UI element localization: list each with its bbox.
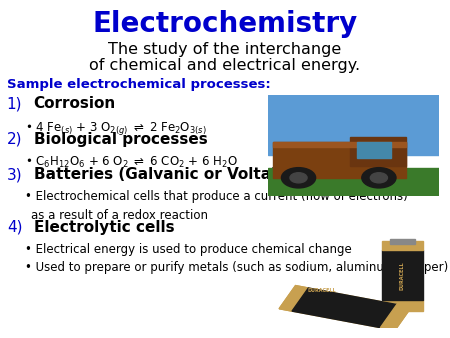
Text: • Electrochemical cells that produce a current (flow of electrons): • Electrochemical cells that produce a c… bbox=[25, 190, 408, 203]
Text: • C$_6$H$_{12}$O$_6$ + 6 O$_2$ $\rightleftharpoons$ 6 CO$_2$ + 6 H$_2$O: • C$_6$H$_{12}$O$_6$ + 6 O$_2$ $\rightle… bbox=[25, 155, 238, 170]
Text: Batteries (Galvanic or Voltaic cells): Batteries (Galvanic or Voltaic cells) bbox=[34, 167, 336, 182]
Text: Electrochemistry: Electrochemistry bbox=[92, 10, 358, 38]
Bar bbox=[273, 142, 406, 178]
Circle shape bbox=[362, 168, 396, 188]
Text: 3): 3) bbox=[7, 167, 22, 182]
Bar bbox=[380, 305, 411, 330]
Text: of chemical and electrical energy.: of chemical and electrical energy. bbox=[90, 58, 360, 73]
Bar bbox=[382, 250, 423, 300]
Text: Corrosion: Corrosion bbox=[34, 96, 116, 111]
Bar bbox=[382, 241, 423, 250]
Bar bbox=[292, 288, 397, 328]
Text: 1): 1) bbox=[7, 96, 22, 111]
Text: The study of the interchange: The study of the interchange bbox=[108, 42, 342, 57]
Text: DURACELL: DURACELL bbox=[400, 261, 405, 290]
Bar bbox=[268, 95, 439, 155]
Text: 2): 2) bbox=[7, 132, 22, 147]
Bar bbox=[279, 286, 411, 330]
Text: Electrolytic cells: Electrolytic cells bbox=[34, 220, 175, 235]
Text: • Electrical energy is used to produce chemical change: • Electrical energy is used to produce c… bbox=[25, 243, 351, 256]
Bar bbox=[273, 142, 406, 147]
Text: • 4 Fe$_{(s)}$ + 3 O$_{2(g)}$ $\rightleftharpoons$ 2 Fe$_2$O$_{3(s)}$: • 4 Fe$_{(s)}$ + 3 O$_{2(g)}$ $\rightlef… bbox=[25, 120, 207, 137]
Bar bbox=[279, 286, 308, 311]
Bar bbox=[357, 142, 391, 158]
Circle shape bbox=[370, 173, 387, 183]
Bar bbox=[382, 300, 423, 311]
Text: DURACELL: DURACELL bbox=[307, 288, 336, 293]
Text: 4): 4) bbox=[7, 220, 22, 235]
Bar bbox=[268, 168, 439, 196]
Bar bbox=[390, 239, 415, 244]
Circle shape bbox=[290, 173, 307, 183]
Text: Sample electrochemical processes:: Sample electrochemical processes: bbox=[7, 78, 270, 91]
Circle shape bbox=[281, 168, 315, 188]
Text: • Used to prepare or purify metals (such as sodium, aluminum, copper): • Used to prepare or purify metals (such… bbox=[25, 261, 448, 274]
Text: Biological processes: Biological processes bbox=[34, 132, 207, 147]
Bar bbox=[350, 137, 406, 166]
Text: as a result of a redox reaction: as a result of a redox reaction bbox=[31, 209, 207, 222]
